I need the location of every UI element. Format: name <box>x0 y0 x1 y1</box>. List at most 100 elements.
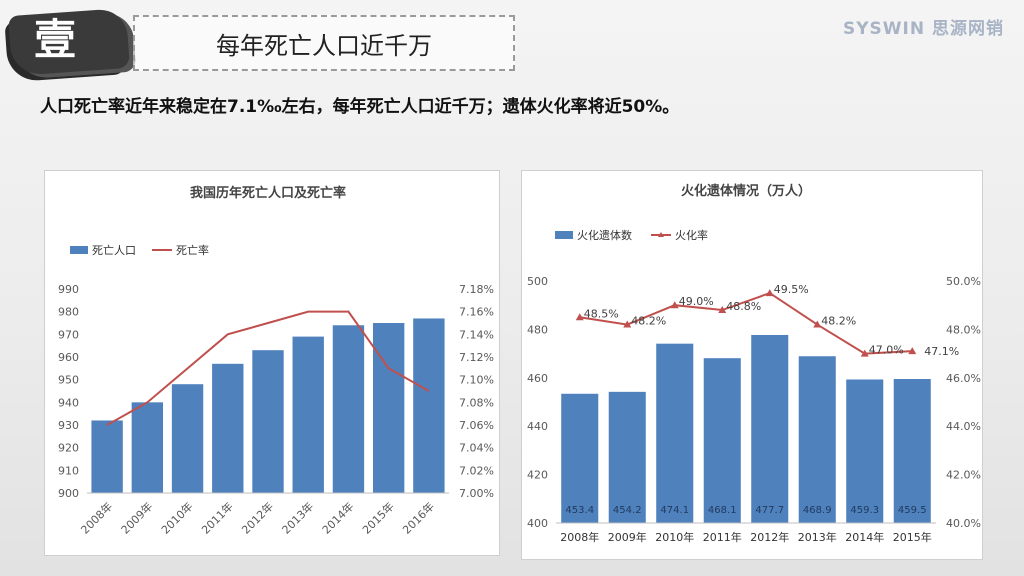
line-value-label: 48.5% <box>584 307 619 320</box>
bar-2009年 <box>131 402 164 493</box>
x-tick-label: 2014年 <box>845 530 884 544</box>
line-value-label: 48.2% <box>821 315 856 328</box>
x-tick-label: 2010年 <box>655 530 694 544</box>
x-tick-label: 2011年 <box>703 530 742 544</box>
line-value-label: 47.0% <box>869 344 904 357</box>
legend-line-label: 死亡率 <box>176 243 209 257</box>
title-badge-char: 壹 <box>34 15 77 64</box>
y-left-tick-label: 500 <box>527 275 548 288</box>
y-right-tick-label: 40.0% <box>946 517 981 530</box>
chart-title: 我国历年死亡人口及死亡率 <box>190 185 346 201</box>
page-subtitle: 人口死亡率近年来稳定在7.1‰左右，每年死亡人口近千万；遗体火化率将近50%。 <box>40 97 680 117</box>
bar-2015年 <box>372 323 405 493</box>
y-left-tick-label: 910 <box>58 464 79 477</box>
legend-bar-label: 死亡人口 <box>92 243 136 257</box>
line-value-label: 49.5% <box>774 283 809 296</box>
series-line-火化率 <box>579 291 913 355</box>
y-left-tick-label: 990 <box>58 283 79 296</box>
x-tick-label: 2015年 <box>893 530 932 544</box>
line-value-label: 49.0% <box>679 295 714 308</box>
bar-value-label: 474.1 <box>660 505 689 516</box>
bar-value-label: 459.3 <box>850 505 879 516</box>
bar-value-label: 468.9 <box>803 505 832 516</box>
y-left-tick-label: 400 <box>527 517 548 530</box>
bar-2011年 <box>703 358 741 523</box>
y-right-tick-label: 48.0% <box>946 323 981 336</box>
bar-2013年 <box>798 356 836 523</box>
bar-2010年 <box>171 384 204 493</box>
bar-value-label: 468.1 <box>708 505 737 516</box>
y-right-tick-label: 44.0% <box>946 420 981 433</box>
y-right-tick-label: 7.16% <box>459 306 494 319</box>
legend-line-label: 火化率 <box>675 228 708 242</box>
x-tick-label: 2014年 <box>319 499 356 536</box>
y-left-tick-label: 920 <box>58 442 79 455</box>
x-tick-label: 2011年 <box>198 499 235 536</box>
x-tick-label: 2013年 <box>279 499 316 536</box>
x-tick-label: 2008年 <box>560 530 599 544</box>
line-point <box>575 313 584 321</box>
y-left-tick-label: 940 <box>58 396 79 409</box>
y-left-tick-label: 480 <box>527 323 548 336</box>
y-right-tick-label: 50.0% <box>946 275 981 288</box>
bar-2008年 <box>91 420 123 493</box>
line-value-label: 47.1% <box>924 345 959 358</box>
y-right-tick-label: 7.12% <box>459 351 494 364</box>
line-point <box>908 347 917 355</box>
y-right-tick-label: 7.14% <box>459 328 494 341</box>
y-left-tick-label: 930 <box>58 419 79 432</box>
bar-2016年 <box>413 318 445 493</box>
y-right-tick-label: 46.0% <box>946 372 981 385</box>
x-tick-label: 2009年 <box>118 499 155 536</box>
bar-2011年 <box>212 363 244 493</box>
y-right-tick-label: 7.10% <box>459 374 494 387</box>
x-tick-label: 2009年 <box>608 530 647 544</box>
page-title-box: 每年死亡人口近千万 <box>133 15 515 71</box>
bar-2010年 <box>656 343 694 523</box>
x-tick-label: 2013年 <box>798 530 837 544</box>
chart-legend: 死亡人口 死亡率 <box>70 243 209 257</box>
bar-2014年 <box>846 379 884 523</box>
y-left-tick-label: 970 <box>58 328 79 341</box>
line-point <box>718 306 727 314</box>
y-left-tick-label: 900 <box>58 487 79 500</box>
y-left-tick-label: 440 <box>527 420 548 433</box>
y-left-tick-label: 980 <box>58 306 79 319</box>
x-tick-label: 2010年 <box>158 499 195 536</box>
series-line-死亡率 <box>106 310 430 426</box>
line-point <box>670 301 679 309</box>
chart-title: 火化遗体情况（万人） <box>681 183 811 199</box>
cremation-chart: 火化遗体情况（万人） 火化遗体数 火化率 400 420 440 460 480 500 40.0… <box>527 183 981 544</box>
y-right-tick-label: 7.06% <box>459 419 494 432</box>
bar-2014年 <box>332 325 365 493</box>
y-left-tick-label: 420 <box>527 469 548 482</box>
y-right-tick-label: 7.18% <box>459 283 494 296</box>
legend-bar-swatch <box>555 231 573 239</box>
bar-2015年 <box>893 379 931 523</box>
chart-legend: 火化遗体数 火化率 <box>555 228 708 242</box>
bar-2012年 <box>751 334 789 523</box>
x-tick-label: 2012年 <box>239 499 276 536</box>
brand-logo: SYSWIN 思源网销 <box>842 19 1004 39</box>
legend-bar-swatch <box>70 246 88 254</box>
bar-2009年 <box>608 391 646 523</box>
y-right-tick-label: 7.04% <box>459 442 494 455</box>
y-left-tick-label: 950 <box>58 374 79 387</box>
bar-2012年 <box>252 350 284 493</box>
y-left-tick-label: 960 <box>58 351 79 364</box>
legend-line-marker <box>658 232 664 237</box>
y-left-tick-label: 460 <box>527 372 548 385</box>
line-point <box>860 349 869 357</box>
line-point <box>765 289 774 297</box>
x-tick-label: 2015年 <box>359 499 396 536</box>
bar-2013年 <box>292 336 324 493</box>
line-value-label: 48.2% <box>631 315 666 328</box>
y-right-tick-label: 42.0% <box>946 469 981 482</box>
x-tick-label: 2012年 <box>750 530 789 544</box>
line-point <box>623 320 632 328</box>
legend-bar-label: 火化遗体数 <box>577 228 632 242</box>
bar-2008年 <box>561 393 599 523</box>
bar-value-label: 453.4 <box>565 505 594 516</box>
bar-value-label: 459.5 <box>898 505 927 516</box>
